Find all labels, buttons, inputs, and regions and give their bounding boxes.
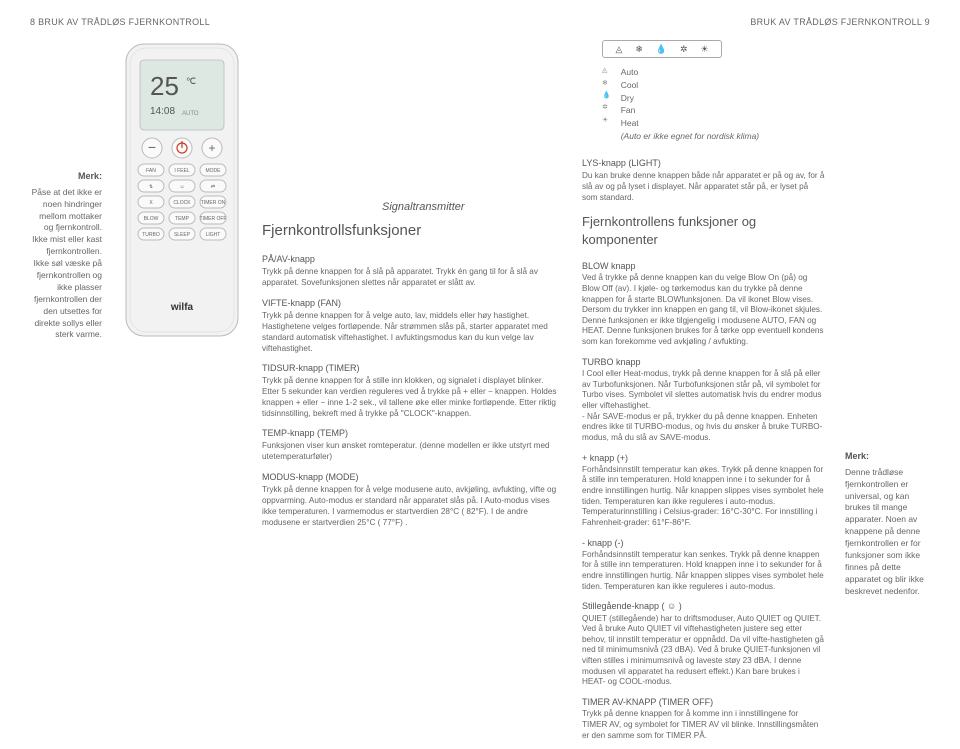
svg-text:FAN: FAN bbox=[146, 168, 156, 174]
svg-text:SLEEP: SLEEP bbox=[174, 232, 191, 238]
sec-body: Ved å trykke på denne knappen kan du vel… bbox=[582, 273, 825, 348]
svg-text:I FEEL: I FEEL bbox=[174, 168, 190, 174]
sec-body: QUIET (stillegående) har to driftsmoduse… bbox=[582, 614, 825, 689]
svg-text:LIGHT: LIGHT bbox=[206, 232, 221, 238]
mode-icon: ◬ bbox=[615, 43, 622, 55]
svg-text:−: − bbox=[148, 139, 156, 155]
svg-text:⇄: ⇄ bbox=[211, 184, 215, 190]
sec-body: Trykk på denne knappen for å velge auto,… bbox=[262, 310, 562, 354]
sec-title: LYS-knapp (LIGHT) bbox=[582, 157, 825, 169]
mode-icon: 💧 bbox=[656, 43, 667, 55]
sec-body: Trykk på denne knappen for å velge modus… bbox=[262, 484, 562, 528]
svg-text:+: + bbox=[208, 141, 215, 155]
mode-icons-col: ◬❄💧✲☀ bbox=[602, 66, 611, 143]
sec-title: - knapp (-) bbox=[582, 537, 825, 549]
sec-title: TIMER AV-KNAPP (TIMER OFF) bbox=[582, 696, 825, 708]
display-unit: ℃ bbox=[186, 76, 196, 86]
svg-text:⇅: ⇅ bbox=[149, 184, 153, 190]
sec-title: TURBO knapp bbox=[582, 356, 825, 368]
header-left: 8 BRUK AV TRÅDLØS FJERNKONTROLL bbox=[30, 16, 210, 28]
mode-labels: Auto Cool Dry Fan Heat (Auto er ikke egn… bbox=[621, 66, 759, 143]
svg-text:TIMER OFF: TIMER OFF bbox=[200, 216, 227, 222]
signal-label: Signaltransmitter bbox=[382, 200, 562, 215]
sec-body: I Cool eller Heat-modus, trykk på denne … bbox=[582, 369, 825, 444]
sec-title: Stillegående-knapp ( ☺ ) bbox=[582, 600, 825, 612]
display-time: 14:08 bbox=[150, 106, 175, 117]
svg-text:☺: ☺ bbox=[179, 184, 184, 190]
svg-text:CLOCK: CLOCK bbox=[173, 200, 191, 206]
mode-icon: ❄ bbox=[635, 43, 643, 55]
remote-brand: wilfa bbox=[170, 302, 194, 313]
sec-body: Du kan bruke denne knappen både når appa… bbox=[582, 170, 825, 203]
display-temp: 25 bbox=[150, 71, 179, 101]
sec-title: VIFTE-knapp (FAN) bbox=[262, 297, 562, 309]
remote-svg: 25 ℃ 14:08 AUTO − + FAN I FEEL MODE ⇅ bbox=[122, 40, 242, 340]
sec-title: MODUS-knapp (MODE) bbox=[262, 471, 562, 483]
svg-text:MODE: MODE bbox=[206, 168, 222, 174]
svg-text:TIMER ON: TIMER ON bbox=[201, 200, 226, 206]
sec-body: Trykk på denne knappen for å komme inn i… bbox=[582, 709, 825, 741]
svg-text:AUTO: AUTO bbox=[182, 111, 199, 117]
far-note-title: Merk: bbox=[845, 450, 930, 463]
svg-text:TURBO: TURBO bbox=[142, 232, 160, 238]
far-note-body: Denne trådløse fjernkontrollen er univer… bbox=[845, 467, 930, 598]
svg-text:TEMP: TEMP bbox=[175, 216, 190, 222]
sec-title: BLOW knapp bbox=[582, 260, 825, 272]
sec-title: PÅ/AV-knapp bbox=[262, 253, 562, 265]
left-note-body: Påse at det ikke er noen hindringer mell… bbox=[30, 187, 102, 342]
left-note-title: Merk: bbox=[30, 170, 102, 183]
sec-title: + knapp (+) bbox=[582, 452, 825, 464]
sec-body: Forhåndsinnstilt temperatur kan senkes. … bbox=[582, 550, 825, 593]
sec-body: Funksjonen viser kun ønsket romteperatur… bbox=[262, 440, 562, 462]
sec-body: Forhåndsinnstilt temperatur kan økes. Tr… bbox=[582, 465, 825, 529]
sec-body: Trykk på denne knappen for å stille inn … bbox=[262, 375, 562, 419]
sec-title: TEMP-knapp (TEMP) bbox=[262, 427, 562, 439]
header-right: BRUK AV TRÅDLØS FJERNKONTROLL 9 bbox=[750, 16, 930, 28]
right-heading: Fjernkontrollens funksjoner og komponent… bbox=[582, 213, 825, 248]
modes-box: ◬ ❄ 💧 ✲ ☀ bbox=[602, 40, 722, 58]
mode-icon: ✲ bbox=[680, 43, 688, 55]
sec-title: TIDSUR-knapp (TIMER) bbox=[262, 362, 562, 374]
mode-icon: ☀ bbox=[700, 43, 708, 55]
svg-text:BLOW: BLOW bbox=[144, 216, 159, 222]
sec-body: Trykk på denne knappen for å slå på appa… bbox=[262, 266, 562, 288]
mid-heading: Fjernkontrollsfunksjoner bbox=[262, 221, 562, 241]
